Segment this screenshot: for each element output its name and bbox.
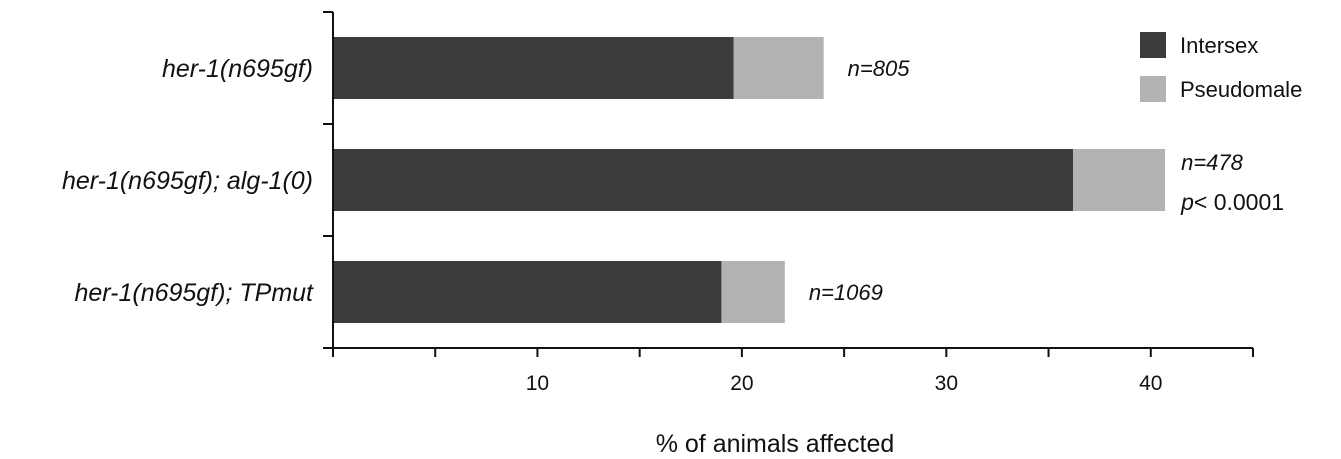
category-label-1: her-1(n695gf); alg-1(0)	[62, 167, 313, 195]
pvalue-text: < 0.0001	[1194, 189, 1284, 215]
legend-label-pseudomale: Pseudomale	[1180, 77, 1302, 102]
annotation-n-2: n=1069	[809, 280, 883, 305]
axes-group	[332, 12, 1253, 349]
x-axis-title: % of animals affected	[656, 430, 895, 458]
bars-group	[333, 37, 1166, 323]
annotation-n-1: n=478	[1181, 150, 1244, 175]
x-tick-label-3: 40	[1139, 372, 1162, 395]
annotation-n-0: n=805	[848, 56, 911, 81]
x-tick-label-2: 30	[935, 372, 958, 395]
x-ticks-group: 10 20 30 40	[332, 348, 1254, 395]
bar-intersex-1	[333, 149, 1074, 211]
category-label-2: her-1(n695gf); TPmut	[74, 279, 314, 307]
pvalue-symbol: p	[1180, 189, 1194, 215]
y-ticks-group	[323, 11, 333, 349]
x-tick-label-1: 20	[730, 372, 753, 395]
annotation-pvalue: p< 0.0001	[1180, 189, 1284, 215]
category-label-0: her-1(n695gf)	[162, 55, 313, 83]
x-tick-label-0: 10	[526, 372, 549, 395]
category-labels-group: her-1(n695gf) her-1(n695gf); alg-1(0) her-…	[62, 55, 314, 307]
legend-label-intersex: Intersex	[1180, 33, 1258, 58]
legend-swatch-pseudomale	[1140, 76, 1166, 102]
bar-pseudomale-0	[733, 37, 824, 99]
bar-pseudomale-2	[721, 261, 785, 323]
annotations-group: n=805 n=478 p< 0.0001 n=1069	[809, 56, 1284, 305]
legend: Intersex Pseudomale	[1140, 32, 1302, 102]
bar-intersex-2	[333, 261, 722, 323]
bar-intersex-0	[333, 37, 734, 99]
bar-pseudomale-1	[1073, 149, 1166, 211]
legend-swatch-intersex	[1140, 32, 1166, 58]
